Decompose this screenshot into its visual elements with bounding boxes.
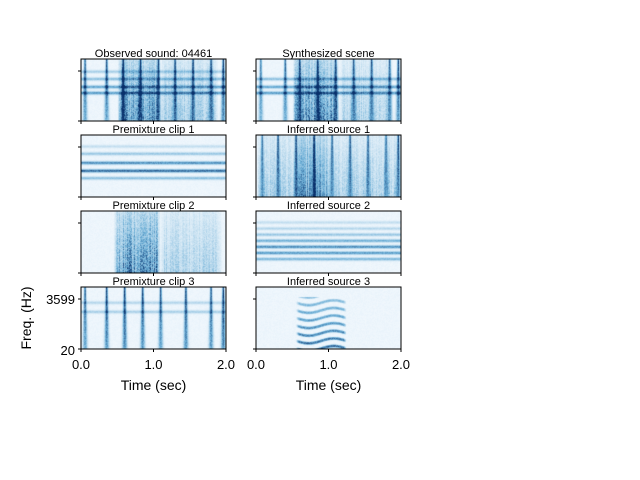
- panel-title: Premixture clip 1: [113, 124, 195, 136]
- spectrogram-image: [81, 287, 226, 349]
- x-tick-label-0: 0.0: [247, 357, 265, 372]
- panel-title: Observed sound: 04461: [95, 48, 212, 60]
- panel-title: Premixture clip 2: [113, 200, 195, 212]
- panel-observed-sound: Observed sound: 04461: [80, 48, 227, 122]
- spectrogram-image: [256, 287, 401, 349]
- x-tick-label-0: 0.0: [72, 357, 90, 372]
- panel-premixture-clip-2: Premixture clip 2: [80, 200, 227, 274]
- panel-title: Inferred source 2: [287, 200, 370, 212]
- spectrogram-image: [81, 211, 226, 273]
- panel-inferred-source-3: Inferred source 3: [255, 276, 402, 350]
- panel-premixture-clip-1: Premixture clip 1: [80, 124, 227, 198]
- panel-title: Inferred source 1: [287, 124, 370, 136]
- spectrogram-image: [81, 135, 226, 197]
- x-axis-label: Time (sec): [121, 377, 187, 393]
- y-axis-label: Freq. (Hz): [18, 287, 34, 350]
- y-tick-label-20: 20: [61, 343, 75, 358]
- x-tick-label-1: 1.0: [144, 357, 162, 372]
- y-tick-label-3599: 3599: [46, 292, 75, 307]
- x-tick-label-1: 1.0: [319, 357, 337, 372]
- spectrogram-image: [256, 211, 401, 273]
- panel-synthesized-scene: Synthesized scene: [255, 48, 402, 122]
- x-axis-label: Time (sec): [296, 377, 362, 393]
- panel-title: Inferred source 3: [287, 276, 370, 288]
- tick-marks: [78, 70, 402, 352]
- panel-title: Premixture clip 3: [113, 276, 195, 288]
- panel-premixture-clip-3: Premixture clip 3: [80, 276, 227, 350]
- x-tick-label-2: 2.0: [392, 357, 410, 372]
- panel-inferred-source-2: Inferred source 2: [255, 200, 402, 274]
- panel-inferred-source-1: Inferred source 1: [255, 124, 402, 198]
- x-tick-label-2: 2.0: [217, 357, 235, 372]
- panel-title: Synthesized scene: [282, 48, 374, 60]
- spectrogram-image: [81, 59, 226, 121]
- spectrogram-image: [256, 135, 401, 197]
- spectrogram-image: [256, 59, 401, 121]
